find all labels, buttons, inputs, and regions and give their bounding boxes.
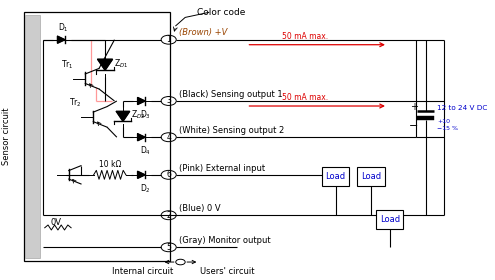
Polygon shape (138, 97, 145, 104)
Text: +: + (410, 102, 418, 111)
Text: D$_1$: D$_1$ (58, 21, 69, 34)
Bar (24, 12, 170, 261)
Text: Z$_{D1}$: Z$_{D1}$ (113, 57, 128, 70)
Text: 50 mA max.: 50 mA max. (282, 32, 328, 41)
Polygon shape (57, 36, 65, 43)
Text: (White) Sensing output 2: (White) Sensing output 2 (179, 126, 284, 135)
Polygon shape (116, 111, 130, 121)
Text: 0V: 0V (51, 218, 62, 227)
Polygon shape (98, 59, 112, 70)
Text: D$_4$: D$_4$ (140, 144, 150, 157)
Text: 50 mA max.: 50 mA max. (282, 93, 328, 102)
Polygon shape (138, 134, 145, 141)
Text: Tr$_2$: Tr$_2$ (69, 97, 82, 109)
Text: Sensor circuit: Sensor circuit (1, 107, 10, 165)
Text: −: − (409, 121, 418, 131)
Text: 3: 3 (166, 97, 171, 106)
Text: 12 to 24 V DC: 12 to 24 V DC (438, 105, 488, 111)
Text: D$_3$: D$_3$ (140, 108, 150, 121)
Text: (Pink) External input: (Pink) External input (179, 164, 265, 172)
Text: Load: Load (326, 172, 346, 181)
Text: (Blue) 0 V: (Blue) 0 V (179, 204, 221, 213)
Bar (322, 167, 349, 186)
Text: (Gray) Monitor output: (Gray) Monitor output (179, 236, 271, 245)
Text: (Brown) +V: (Brown) +V (179, 29, 227, 38)
Text: 6: 6 (166, 170, 171, 179)
Text: 5: 5 (166, 243, 171, 252)
Text: Load: Load (380, 215, 400, 224)
Text: 10 kΩ: 10 kΩ (99, 160, 121, 169)
Text: Tr$_1$: Tr$_1$ (61, 59, 74, 71)
Text: 2: 2 (166, 211, 171, 220)
Text: (Black) Sensing output 1: (Black) Sensing output 1 (179, 90, 283, 99)
Text: Users' circuit: Users' circuit (200, 267, 255, 276)
Bar (417, 116, 434, 120)
Bar (25, 15, 41, 258)
Bar (376, 210, 403, 229)
Text: Color code: Color code (197, 8, 246, 17)
Text: Z$_{D2}$: Z$_{D2}$ (131, 109, 145, 121)
Text: +10: +10 (438, 119, 450, 124)
Text: 1: 1 (166, 35, 171, 44)
Bar (357, 167, 385, 186)
Text: 4: 4 (166, 133, 171, 142)
Text: Internal circuit: Internal circuit (112, 267, 173, 276)
Text: D$_2$: D$_2$ (140, 182, 150, 195)
Polygon shape (138, 171, 145, 178)
Text: −15 %: −15 % (438, 125, 458, 130)
Text: Load: Load (361, 172, 381, 181)
